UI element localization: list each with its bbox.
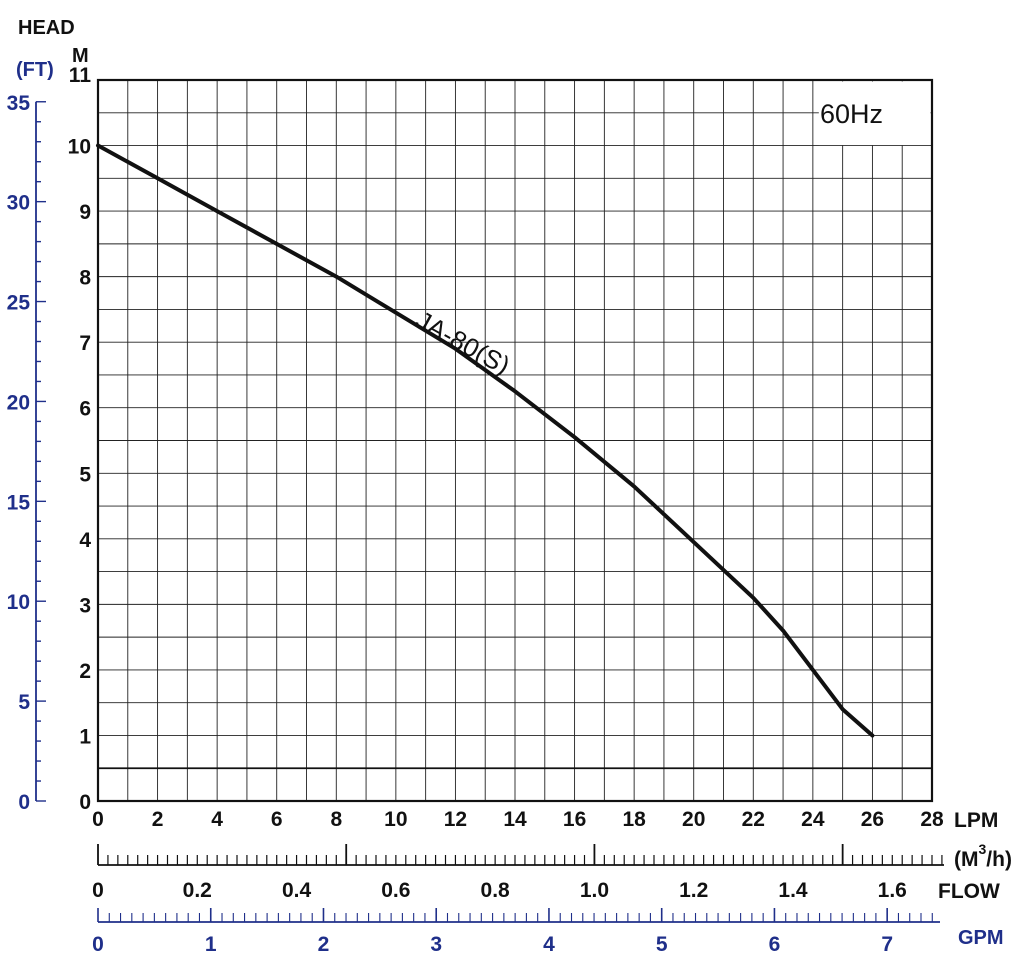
- x-tick-label: 24: [801, 808, 825, 831]
- y-tick-label: 11: [69, 64, 92, 87]
- ft-tick-label: 10: [7, 591, 30, 614]
- frequency-box: [818, 81, 931, 146]
- gpm-tick-label: 0: [92, 933, 104, 956]
- gpm-tick-label: 6: [769, 933, 781, 956]
- series-label: JA-80(S): [411, 305, 515, 381]
- y-tick-label: 0: [79, 791, 91, 814]
- ft-tick-label: 15: [7, 491, 31, 514]
- x-tick-label: 12: [444, 808, 467, 831]
- y-tick-label: 3: [79, 594, 91, 617]
- gpm-tick-label: 5: [656, 933, 668, 956]
- m3h-tick-label: 1.4: [778, 879, 808, 902]
- grid: [96, 78, 934, 803]
- lpm-unit-label: LPM: [954, 809, 998, 832]
- ft-unit-label: (FT): [16, 59, 54, 81]
- gpm-tick-label: 4: [543, 933, 555, 956]
- x-tick-label: 20: [682, 808, 705, 831]
- ft-tick-label: 5: [18, 691, 30, 714]
- ft-tick-label: 30: [7, 192, 30, 215]
- y-tick-label: 5: [79, 463, 91, 486]
- m-unit-label: M: [72, 45, 89, 67]
- head-label: HEAD: [18, 17, 75, 39]
- gpm-unit-label: GPM: [958, 927, 1004, 949]
- gpm-tick-label: 1: [205, 933, 217, 956]
- y-tick-label: 4: [79, 529, 91, 552]
- gpm-tick-label: 2: [318, 933, 330, 956]
- m3h-tick-label: 1.0: [580, 879, 609, 902]
- series-line: [96, 143, 875, 738]
- ft-tick-label: 20: [7, 391, 30, 414]
- plot-frame: [96, 78, 934, 803]
- y-tick-label: 8: [79, 267, 91, 290]
- y-tick-label: 7: [79, 332, 91, 355]
- y-tick-label: 6: [79, 398, 91, 421]
- secondary-axes: 0 0.2 0.4 0.6 0.8 1.0 1.2 1.4 1.6 0 1 2 3 4 5 6 7: [92, 844, 944, 956]
- m3h-tick-label: 0.6: [381, 879, 410, 902]
- gpm-tick-label: 7: [881, 933, 893, 956]
- y-tick-label: 9: [79, 201, 91, 224]
- m3h-tick-label: 0: [92, 879, 104, 902]
- tick-labels: 0 2 4 6 8 10 12 14 16 18 20 22 24 26 28012345678910110…: [7, 64, 944, 831]
- gpm-tick-label: 3: [430, 933, 442, 956]
- ft-tick-label: 0: [18, 791, 30, 814]
- y-tick-label: 10: [68, 136, 91, 159]
- x-tick-label: 0: [92, 808, 104, 831]
- ft-tick-label: 35: [7, 92, 31, 115]
- x-tick-label: 14: [503, 808, 527, 831]
- x-tick-label: 22: [742, 808, 765, 831]
- x-tick-label: 8: [330, 808, 342, 831]
- m3h-unit-label: (M3/h): [954, 841, 1012, 871]
- x-tick-label: 28: [920, 808, 944, 831]
- m3h-tick-label: 0.4: [282, 879, 312, 902]
- x-tick-label: 6: [271, 808, 283, 831]
- x-tick-label: 26: [861, 808, 884, 831]
- m3h-tick-label: 0.8: [481, 879, 511, 902]
- m3h-tick-label: 1.2: [679, 879, 708, 902]
- x-tick-label: 18: [622, 808, 646, 831]
- y-tick-label: 2: [79, 660, 91, 683]
- x-tick-label: 4: [211, 808, 223, 831]
- ft-tick-label: 25: [7, 292, 31, 315]
- y-tick-label: 1: [79, 725, 91, 748]
- m3h-tick-label: 1.6: [878, 879, 907, 902]
- x-tick-label: 2: [152, 808, 164, 831]
- frequency-label: 60Hz: [820, 99, 883, 129]
- x-tick-label: 10: [384, 808, 407, 831]
- x-tick-label: 16: [563, 808, 586, 831]
- m3h-tick-label: 0.2: [183, 879, 212, 902]
- flow-label: FLOW: [938, 880, 1000, 903]
